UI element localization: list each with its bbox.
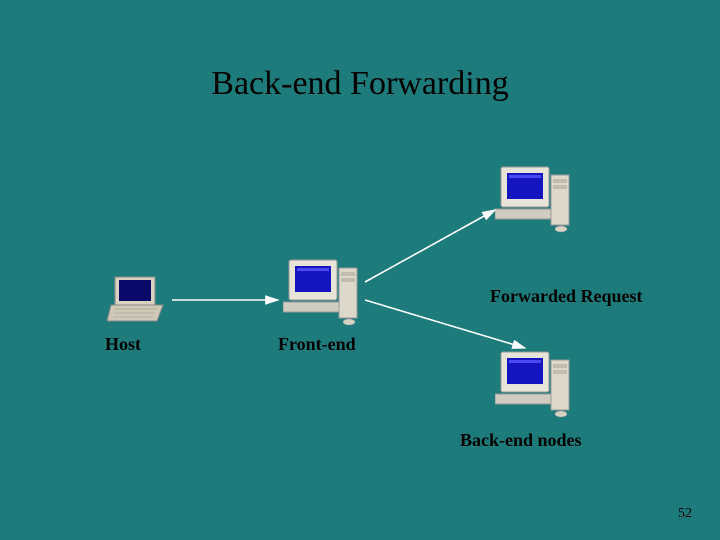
backend-nodes-label: Back-end nodes	[460, 430, 582, 451]
backend-computer-bottom-icon	[495, 350, 573, 418]
forwarded-request-label: Forwarded Request	[490, 286, 642, 307]
page-number: 52	[678, 506, 692, 522]
frontend-computer-icon	[283, 258, 361, 326]
host-label: Host	[105, 334, 141, 355]
host-computer-icon	[107, 275, 167, 325]
backend-computer-top-icon	[495, 165, 573, 233]
frontend-label: Front-end	[278, 334, 356, 355]
slide-title: Back-end Forwarding	[0, 65, 720, 103]
